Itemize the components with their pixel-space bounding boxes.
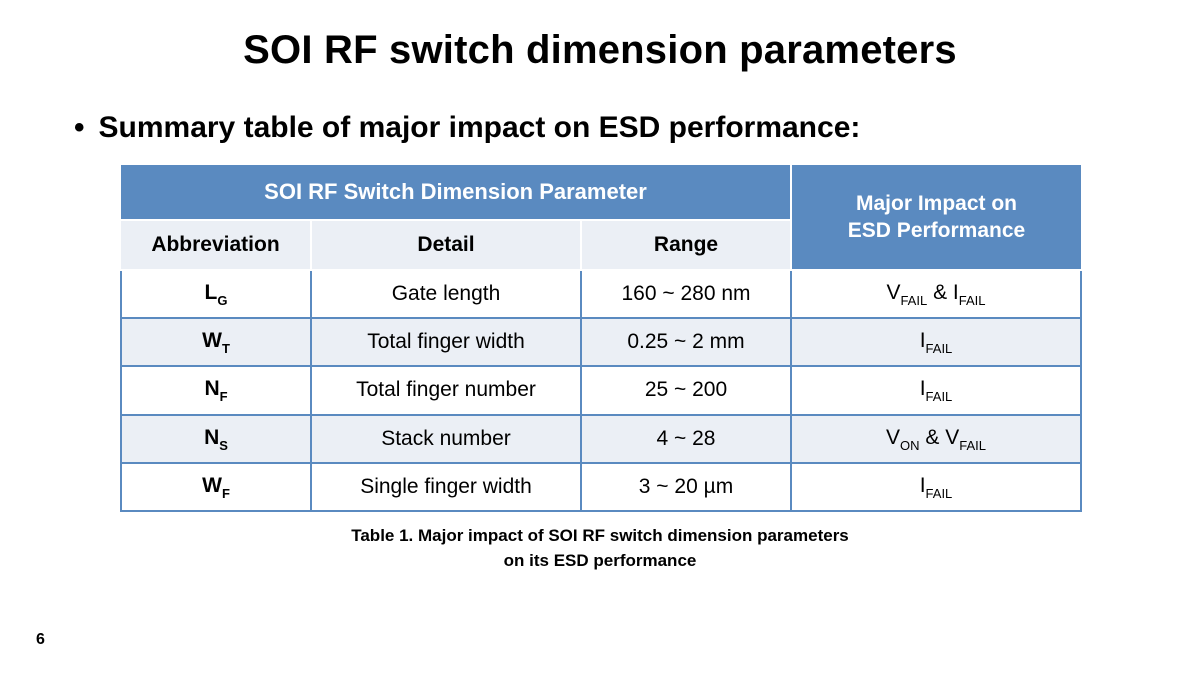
table-header-row-1: SOI RF Switch Dimension Parameter Major … [121, 164, 1081, 220]
cell-impact: IFAIL [791, 366, 1081, 414]
table-container: SOI RF Switch Dimension Parameter Major … [120, 163, 1080, 573]
bullet-line: • Summary table of major impact on ESD p… [74, 111, 1140, 145]
parameters-table: SOI RF Switch Dimension Parameter Major … [120, 163, 1082, 512]
cell-detail: Stack number [311, 415, 581, 463]
subheader-detail: Detail [311, 220, 581, 270]
table-row: NSStack number4 ~ 28VON & VFAIL [121, 415, 1081, 463]
bullet-text: Summary table of major impact on ESD per… [99, 111, 861, 145]
cell-abbreviation: NS [121, 415, 311, 463]
cell-impact: VON & VFAIL [791, 415, 1081, 463]
slide-title: SOI RF switch dimension parameters [60, 28, 1140, 73]
cell-range: 25 ~ 200 [581, 366, 791, 414]
page-number: 6 [36, 631, 45, 649]
subheader-range: Range [581, 220, 791, 270]
cell-abbreviation: WF [121, 463, 311, 511]
table-body: LGGate length160 ~ 280 nmVFAIL & IFAILWT… [121, 270, 1081, 511]
subheader-abbreviation: Abbreviation [121, 220, 311, 270]
table-row: LGGate length160 ~ 280 nmVFAIL & IFAIL [121, 270, 1081, 318]
cell-abbreviation: NF [121, 366, 311, 414]
cell-detail: Gate length [311, 270, 581, 318]
cell-detail: Single finger width [311, 463, 581, 511]
slide: SOI RF switch dimension parameters • Sum… [0, 0, 1200, 675]
cell-range: 0.25 ~ 2 mm [581, 318, 791, 366]
header-group-left: SOI RF Switch Dimension Parameter [121, 164, 791, 220]
cell-abbreviation: WT [121, 318, 311, 366]
header-right-line1: Major Impact on [856, 192, 1017, 215]
cell-detail: Total finger width [311, 318, 581, 366]
cell-range: 160 ~ 280 nm [581, 270, 791, 318]
cell-detail: Total finger number [311, 366, 581, 414]
caption-line2: on its ESD performance [504, 551, 697, 570]
header-group-right: Major Impact on ESD Performance [791, 164, 1081, 270]
table-row: NFTotal finger number25 ~ 200IFAIL [121, 366, 1081, 414]
bullet-dot: • [74, 113, 85, 143]
cell-range: 3 ~ 20 µm [581, 463, 791, 511]
table-row: WTTotal finger width0.25 ~ 2 mmIFAIL [121, 318, 1081, 366]
cell-impact: IFAIL [791, 463, 1081, 511]
caption-line1: Table 1. Major impact of SOI RF switch d… [351, 526, 849, 545]
cell-range: 4 ~ 28 [581, 415, 791, 463]
header-right-line2: ESD Performance [848, 219, 1025, 242]
table-row: WFSingle finger width3 ~ 20 µmIFAIL [121, 463, 1081, 511]
cell-impact: VFAIL & IFAIL [791, 270, 1081, 318]
table-caption: Table 1. Major impact of SOI RF switch d… [120, 524, 1080, 573]
cell-abbreviation: LG [121, 270, 311, 318]
cell-impact: IFAIL [791, 318, 1081, 366]
